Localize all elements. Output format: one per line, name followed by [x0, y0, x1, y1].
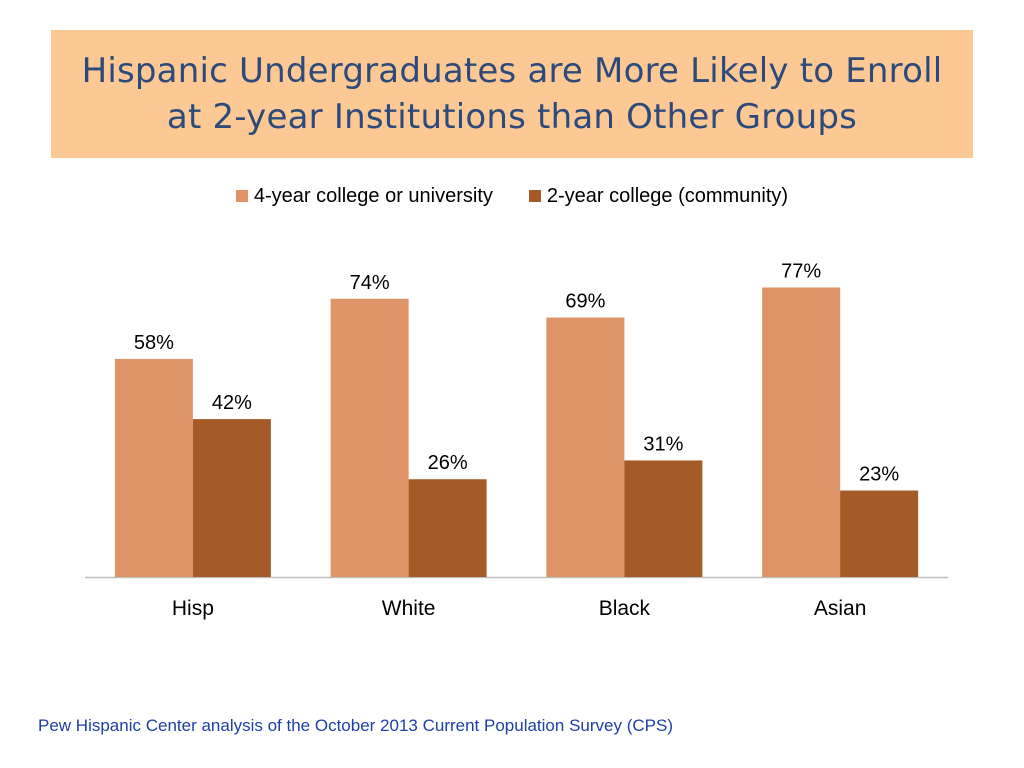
- chart-title: Hispanic Undergraduates are More Likely …: [82, 48, 943, 140]
- legend-swatch-4-year: [235, 190, 248, 202]
- legend-item-2-year: 2-year college (community): [528, 184, 789, 208]
- bar-black-series-1: [546, 317, 625, 577]
- legend-item-4-year: 4-year college or university: [235, 184, 493, 208]
- x-tick-label-black: Black: [599, 597, 651, 620]
- data-label-white-series-2: 26%: [428, 452, 468, 474]
- data-label-black-series-2: 31%: [643, 433, 683, 455]
- title-line-1: Hispanic Undergraduates are More Likely …: [81, 51, 943, 91]
- data-label-hisp-series-1: 58%: [134, 332, 174, 354]
- data-label-black-series-1: 69%: [565, 291, 605, 313]
- x-tick-label-hisp: Hisp: [172, 597, 214, 620]
- data-label-asian-series-2: 23%: [859, 464, 899, 486]
- bar-white-series-1: [330, 298, 409, 577]
- bar-black-series-2: [624, 460, 703, 577]
- source-note: Pew Hispanic Center analysis of the Octo…: [38, 716, 673, 735]
- bar-hisp-series-2: [192, 419, 271, 577]
- bar-asian-series-2: [840, 490, 919, 577]
- x-tick-label-white: White: [382, 597, 436, 620]
- data-label-white-series-1: 74%: [350, 272, 390, 294]
- legend-label-2-year: 2-year college (community): [546, 184, 789, 207]
- bar-asian-series-1: [762, 287, 841, 577]
- legend-label-4-year: 4-year college or university: [253, 184, 493, 207]
- legend-swatch-2-year: [528, 190, 541, 202]
- title-line-2: at 2-year Institutions than Other Groups: [166, 97, 858, 137]
- title-banner: Hispanic Undergraduates are More Likely …: [51, 30, 973, 158]
- data-label-hisp-series-2: 42%: [212, 392, 252, 414]
- chart-legend: 4-year college or university 2-year coll…: [0, 182, 1024, 210]
- x-tick-label-asian: Asian: [814, 597, 867, 620]
- bar-hisp-series-1: [114, 358, 193, 577]
- data-label-asian-series-1: 77%: [781, 260, 821, 282]
- bar-white-series-2: [408, 479, 487, 577]
